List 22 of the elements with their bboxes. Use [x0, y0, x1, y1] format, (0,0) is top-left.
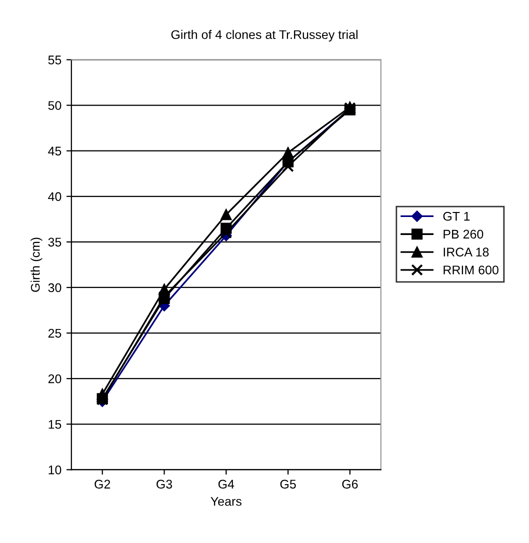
y-tick-label: 45	[48, 146, 62, 156]
legend-label: GT 1	[443, 212, 470, 221]
y-tick-label: 40	[48, 192, 62, 202]
y-tick-label: 30	[48, 283, 62, 292]
legend-label: RRIM 600	[444, 266, 498, 274]
y-tick-label: 10	[48, 465, 62, 474]
x-tick-label: G5	[280, 480, 296, 489]
y-tick-label: 20	[48, 374, 62, 384]
legend-label: IRCA 18	[444, 248, 489, 257]
x-tick-label: G2	[94, 480, 110, 489]
x-tick-label: G3	[156, 480, 172, 489]
y-tick-label: 25	[48, 328, 62, 338]
y-tick-label: 50	[48, 101, 62, 110]
y-axis-title: Girth (cm)	[30, 238, 42, 292]
chart-title: Girth of 4 clones at Tr.Russey trial	[171, 30, 358, 42]
legend-label: PB 260	[444, 230, 484, 239]
x-axis-title: Years	[210, 497, 242, 506]
y-tick-label: 35	[48, 238, 62, 247]
x-tick-label: G4	[218, 480, 234, 489]
x-tick-label: G6	[342, 480, 358, 489]
y-tick-label: 55	[48, 56, 62, 64]
y-tick-label: 15	[48, 420, 62, 429]
